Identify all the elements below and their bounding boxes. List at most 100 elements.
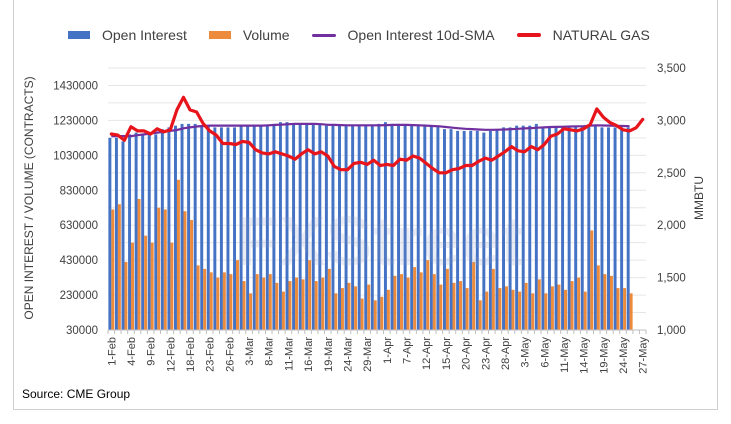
x-tick-label: 6-May [539, 337, 551, 368]
volume-bar [465, 288, 469, 330]
volume-bar [163, 209, 167, 330]
x-tick-label: 23-Apr [480, 337, 492, 370]
legend-label-sma: Open Interest 10d-SMA [347, 27, 495, 43]
left-tick-label: 1430000 [53, 80, 98, 92]
open-interest-bar [567, 127, 571, 331]
volume-bar [347, 282, 351, 330]
volume-bar [176, 179, 180, 330]
volume-bar [439, 284, 443, 330]
volume-bar [288, 281, 292, 330]
open-interest-bar [541, 127, 545, 331]
volume-bar [321, 277, 325, 330]
volume-bar [393, 275, 397, 330]
open-interest-bar [403, 125, 407, 330]
open-interest-bar [252, 125, 256, 330]
open-interest-bar [593, 125, 597, 330]
left-tick-label: 630000 [60, 220, 98, 232]
volume-bar [314, 281, 318, 330]
legend-item-natural-gas: NATURAL GAS [516, 27, 650, 43]
volume-bar [334, 293, 338, 330]
volume-bar [426, 260, 430, 330]
volume-bar [380, 296, 384, 330]
open-interest-bar [377, 123, 381, 330]
open-interest-bar [607, 127, 610, 331]
open-interest-bar [180, 123, 184, 330]
open-interest-bar [443, 129, 446, 330]
open-interest-bar [134, 132, 138, 330]
x-tick-label: 12-Feb [165, 337, 177, 372]
left-tick-label: 830000 [60, 185, 98, 197]
open-interest-bar [338, 125, 341, 330]
volume-bar [157, 207, 161, 330]
x-tick-label: 7-Apr [402, 337, 414, 364]
natural-gas-line [109, 95, 645, 175]
volume-bar [629, 293, 633, 330]
open-interest-bar [613, 127, 617, 331]
open-interest-bar [292, 123, 296, 330]
volume-bar [413, 267, 417, 330]
volume-bar [577, 277, 581, 330]
volume-bar [262, 277, 266, 330]
volume-bar [183, 211, 187, 330]
bars: FXStreet [108, 122, 633, 331]
open-interest-bar [449, 129, 453, 330]
volume-bar [255, 274, 259, 330]
volume-bar [445, 268, 449, 330]
lines [109, 95, 645, 175]
x-tick-label: 19-Mar [323, 337, 335, 372]
open-interest-bar [147, 132, 151, 330]
volume-bar [327, 268, 331, 330]
volume-bar [281, 291, 285, 330]
open-interest-bar [547, 127, 551, 331]
legend-item-sma: Open Interest 10d-SMA [311, 27, 495, 43]
volume-bar [203, 268, 207, 330]
volume-bar [117, 204, 121, 330]
open-interest-bar [429, 125, 433, 330]
volume-bar [505, 286, 508, 330]
open-interest-bar [488, 130, 492, 330]
volume-bar [216, 277, 220, 330]
volume-bar [308, 260, 312, 330]
legend-swatch-natural-gas [516, 33, 541, 37]
x-tick-label: 12-Apr [421, 337, 433, 370]
open-interest-bar [364, 125, 368, 330]
legend-label-volume: Volume [242, 27, 290, 43]
volume-bar [111, 209, 115, 330]
open-interest-bar [580, 125, 584, 330]
volume-bar [170, 242, 174, 330]
volume-bar [196, 265, 200, 330]
open-interest-bar [108, 137, 112, 330]
volume-bar [190, 219, 194, 330]
volume-bar [596, 265, 600, 330]
chart-legend: Open Interest Volume Open Interest 10d-S… [68, 27, 672, 43]
open-interest-bar [344, 125, 348, 330]
chart-frame [13, 0, 718, 410]
volume-bar [373, 300, 377, 330]
open-interest-bar [534, 123, 538, 330]
open-interest-bar [265, 125, 269, 330]
left-tick-label: 430000 [60, 255, 98, 267]
open-interest-bar [239, 125, 243, 330]
volume-bar [137, 199, 141, 330]
open-interest-bar [285, 122, 289, 330]
open-interest-bar [574, 125, 578, 330]
x-tick-label: 3-Mar [244, 337, 256, 366]
x-tick-label: 18-Feb [185, 337, 197, 372]
volume-bar [229, 274, 233, 330]
open-interest-bar [226, 127, 230, 331]
legend-swatch-open-interest [68, 31, 90, 39]
volume-bar [537, 279, 541, 330]
open-interest-bar [305, 123, 309, 330]
volume-bar [249, 293, 253, 330]
volume-bar [590, 230, 594, 330]
x-tick-label: 3-May [520, 337, 532, 368]
right-axis-title: MMBTU [692, 176, 706, 220]
volume-bar [236, 260, 239, 330]
volume-bar [544, 293, 548, 330]
volume-bar [360, 298, 364, 330]
volume-bar [124, 261, 128, 330]
open-interest-bar [508, 127, 512, 331]
open-interest-bar [351, 125, 355, 330]
open-interest-bar [456, 130, 460, 330]
